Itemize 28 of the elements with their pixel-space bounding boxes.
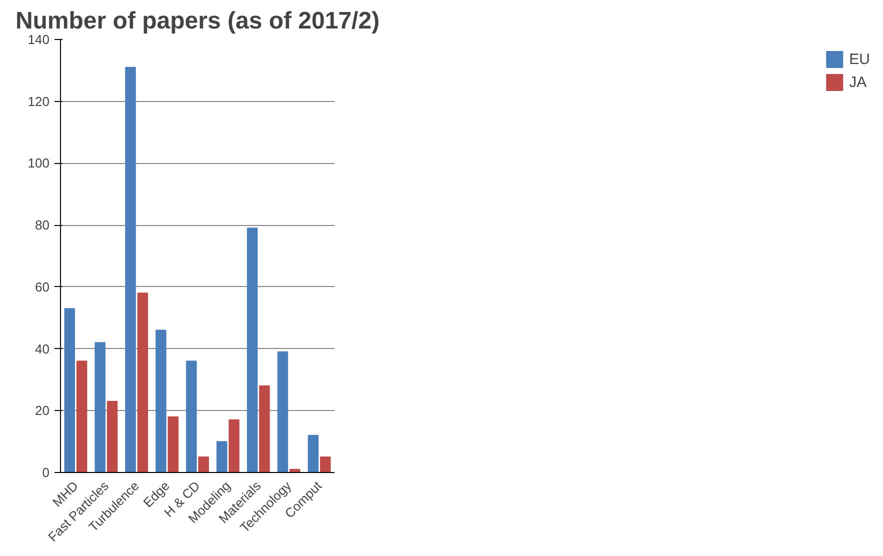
bar: [246, 228, 258, 472]
bar: [137, 292, 148, 472]
bar: [186, 360, 197, 472]
bar: [320, 456, 331, 472]
y-tick-label: 100: [28, 156, 50, 171]
bar: [156, 330, 166, 472]
bar: [259, 385, 270, 472]
y-tick-label: 20: [35, 403, 50, 418]
chart-title: Number of papers (as of 2017/2): [15, 8, 380, 34]
bar: [125, 66, 136, 472]
y-tick-label: 60: [35, 279, 50, 294]
y-tick-label: 0: [42, 465, 50, 480]
y-tick-label: 140: [28, 32, 50, 47]
bar: [64, 308, 76, 472]
bar: [76, 360, 88, 472]
legend-label: EU: [849, 50, 870, 68]
bar: [277, 351, 288, 472]
bar: [228, 419, 240, 472]
bar: [308, 434, 319, 472]
y-tick-label: 80: [35, 218, 50, 233]
bar: [94, 342, 106, 472]
bar: [106, 400, 118, 472]
y-tick-label: 40: [35, 341, 50, 356]
bar: [216, 441, 228, 472]
legend-label: JA: [849, 74, 868, 90]
y-tick-label: 120: [28, 94, 50, 109]
bar: [168, 416, 179, 472]
bar: [198, 456, 209, 472]
